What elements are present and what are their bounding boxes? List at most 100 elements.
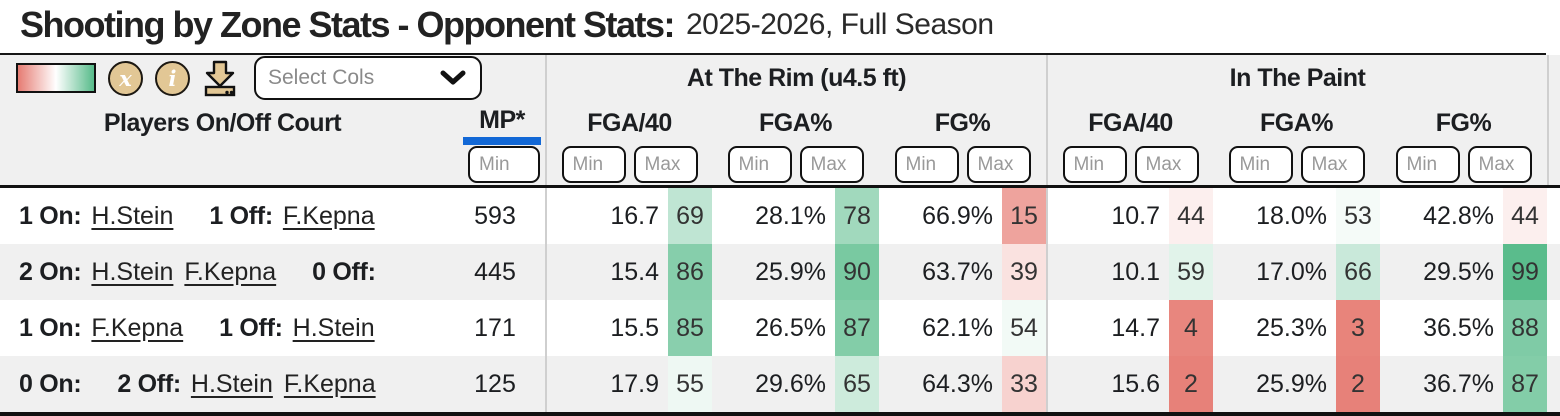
player-link[interactable]: F.Kepna (91, 313, 184, 342)
percentile-rank: 44 (1169, 188, 1213, 244)
paint-fga40-filter (1046, 145, 1213, 185)
stat-value: 15.4 (545, 244, 668, 300)
color-scale-gradient-swatch[interactable] (16, 63, 96, 93)
stat-value: 62.1% (922, 313, 993, 342)
players-on-off-cell: 0 On: 2 Off: H.Stein F.Kepna (0, 356, 445, 412)
max-input[interactable] (799, 146, 864, 183)
rim-fga40-filter (545, 145, 712, 185)
min-input[interactable] (1062, 146, 1127, 183)
download-icon[interactable] (202, 59, 238, 97)
on-players: H.Stein F.Kepna (91, 258, 276, 287)
players-on-off-cell: 1 On: F.Kepna 1 Off: H.Stein (0, 300, 445, 356)
rim-fgpct-header[interactable]: FG% (934, 108, 991, 137)
max-input[interactable] (966, 146, 1031, 183)
paint-fgapct-filter (1213, 145, 1380, 185)
clear-x-icon[interactable]: x (108, 60, 143, 96)
min-input[interactable] (1395, 146, 1460, 183)
max-input[interactable] (633, 146, 698, 183)
players-on-off-cell: 1 On: H.Stein 1 Off: F.Kepna (0, 188, 445, 244)
player-link[interactable]: H.Stein (91, 257, 174, 286)
percentile-rank: 54 (1002, 300, 1046, 356)
paint-fgapct-header[interactable]: FGA% (1260, 108, 1334, 137)
player-link[interactable]: F.Kepna (283, 369, 376, 398)
percentile-rank: 87 (835, 300, 879, 356)
percentile-rank: 2 (1336, 356, 1380, 412)
header-stub (1547, 55, 1560, 101)
off-count-label: 0 Off: (312, 257, 376, 286)
minutes-played-value: 171 (474, 313, 516, 342)
mp-header[interactable]: MP* (445, 101, 545, 145)
min-input[interactable] (1228, 146, 1293, 183)
header-stub (1547, 101, 1560, 145)
percentile-rank: 3 (1336, 300, 1380, 356)
percentile-rank: 90 (835, 244, 879, 300)
off-players: H.Stein (293, 314, 375, 343)
percentile-rank: 15 (1002, 188, 1046, 244)
row-stub (1547, 188, 1560, 244)
stat-value: 36.5% (1423, 313, 1494, 342)
row-stub (1547, 244, 1560, 300)
min-input[interactable] (894, 146, 959, 183)
stat-value: 25.3% (1256, 313, 1327, 342)
stat-value: 25.9% (1213, 356, 1336, 412)
max-input[interactable] (1134, 146, 1199, 183)
player-link[interactable]: H.Stein (190, 369, 273, 398)
rim-fgapct-header[interactable]: FGA% (759, 108, 833, 137)
select-cols-dropdown[interactable]: Select Cols (254, 56, 482, 100)
off-count-label: 1 Off: (219, 313, 283, 342)
players-on-off-header: Players On/Off Court (103, 108, 342, 137)
table-header: x i Select Cols At The Rim (u4.5 ft) In … (0, 55, 1560, 188)
percentile-rank: 44 (1503, 188, 1547, 244)
max-input[interactable] (1467, 146, 1532, 183)
on-count-label: 1 On: (19, 201, 82, 230)
stat-value: 42.8% (1423, 201, 1494, 230)
players-on-off-cell: 2 On: H.Stein F.Kepna 0 Off: (0, 244, 445, 300)
max-input[interactable] (1300, 146, 1365, 183)
percentile-rank: 65 (835, 356, 879, 412)
header-stub (1547, 145, 1560, 185)
off-count-label: 2 Off: (117, 369, 181, 398)
percentile-rank: 78 (835, 188, 879, 244)
player-link[interactable]: H.Stein (292, 313, 375, 342)
stat-value: 26.5% (755, 313, 826, 342)
stat-value: 64.3% (879, 356, 1002, 412)
min-input[interactable] (727, 146, 792, 183)
stat-value: 17.9 (545, 356, 668, 412)
row-stub (1547, 356, 1560, 412)
chevron-down-icon (440, 70, 466, 85)
minutes-played-value: 125 (445, 356, 545, 412)
percentile-rank: 59 (1169, 244, 1213, 300)
paint-fgpct-header[interactable]: FG% (1435, 108, 1492, 137)
percentile-rank: 66 (1336, 244, 1380, 300)
stat-value: 28.1% (755, 201, 826, 230)
table-body: 1 On: H.Stein 1 Off: F.Kepna 593 16.7 69 2… (0, 188, 1560, 416)
on-count-label: 0 On: (19, 369, 82, 398)
stat-value: 29.6% (712, 356, 835, 412)
percentile-rank: 2 (1169, 356, 1213, 412)
minutes-played-value: 445 (445, 244, 545, 300)
sort-indicator-bar (463, 137, 541, 145)
toolbar: x i Select Cols (0, 55, 545, 101)
min-input[interactable] (561, 146, 626, 183)
percentile-rank: 99 (1503, 244, 1547, 300)
stat-value: 25.9% (712, 244, 835, 300)
stat-value: 15.6 (1046, 356, 1169, 412)
percentile-rank: 88 (1503, 300, 1547, 356)
row-stub (1547, 300, 1560, 356)
stat-value: 15.5 (545, 300, 668, 356)
stat-value: 63.7% (879, 244, 1002, 300)
percentile-rank: 55 (668, 356, 712, 412)
on-count-label: 1 On: (19, 313, 82, 342)
paint-fga40-header[interactable]: FGA/40 (1046, 101, 1213, 145)
stat-value: 17.0% (1213, 244, 1336, 300)
player-link[interactable]: F.Kepna (282, 201, 375, 230)
player-link[interactable]: H.Stein (91, 201, 174, 230)
stat-value: 14.7 (1046, 300, 1169, 356)
player-link[interactable]: F.Kepna (184, 257, 277, 286)
on-players: F.Kepna (91, 314, 183, 343)
rim-fga40-header[interactable]: FGA/40 (545, 101, 712, 145)
stat-value: 29.5% (1380, 244, 1503, 300)
mp-min-input[interactable] (468, 146, 540, 183)
mp-header-label: MP* (479, 106, 525, 134)
info-icon[interactable]: i (155, 60, 190, 96)
